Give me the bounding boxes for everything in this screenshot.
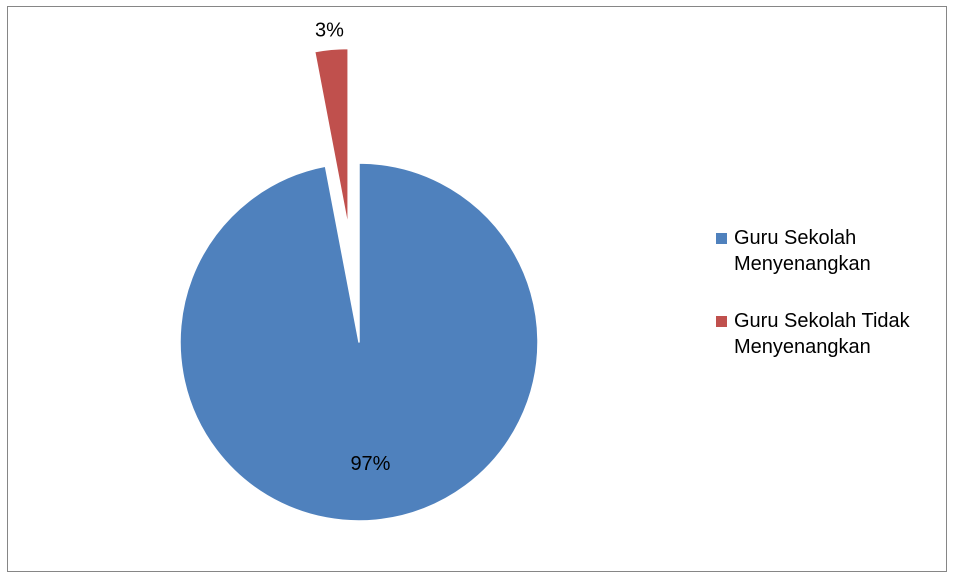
legend-label-2: Guru Sekolah Tidak Menyenangkan (734, 310, 911, 358)
legend-swatch-2 (716, 316, 727, 327)
legend: Guru Sekolah Menyenangkan Guru Sekolah Tid… (716, 227, 911, 358)
data-label-1: 97% (350, 453, 390, 475)
legend-label-1: Guru Sekolah Menyenangkan (734, 227, 871, 275)
data-label-2: 3% (315, 19, 344, 41)
pie-slice-1 (179, 162, 539, 522)
pie-slice-2 (313, 47, 349, 229)
pie-slices (179, 47, 539, 522)
legend-entry-1: Guru Sekolah Menyenangkan (716, 227, 871, 275)
legend-swatch-1 (716, 233, 727, 244)
data-labels: 97% 3% (315, 19, 391, 475)
legend-entry-2: Guru Sekolah Tidak Menyenangkan (716, 310, 911, 358)
